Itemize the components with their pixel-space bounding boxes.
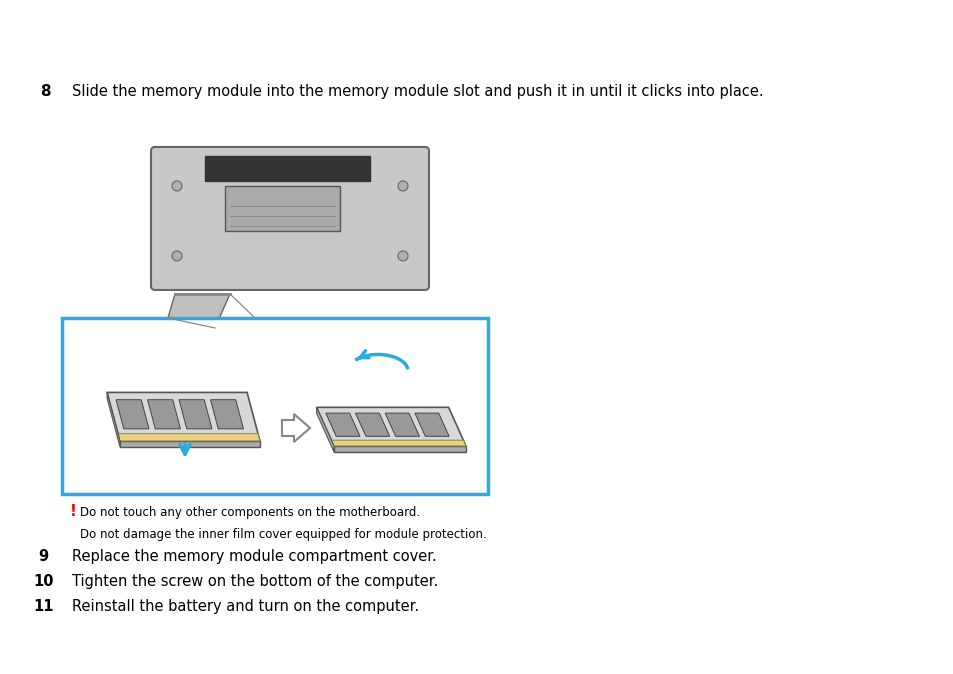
Text: Do not damage the inner film cover equipped for module protection.: Do not damage the inner film cover equip… <box>80 528 486 541</box>
Bar <box>62 318 488 494</box>
Circle shape <box>397 181 408 191</box>
Polygon shape <box>334 446 465 452</box>
Text: VAIO: VAIO <box>19 16 87 40</box>
Circle shape <box>397 251 408 261</box>
Text: 9: 9 <box>38 549 48 564</box>
Polygon shape <box>148 400 180 429</box>
FancyArrow shape <box>282 414 310 442</box>
Circle shape <box>172 251 182 261</box>
Text: 10: 10 <box>33 574 53 589</box>
Polygon shape <box>331 440 465 446</box>
Text: Do not touch any other components on the motherboard.: Do not touch any other components on the… <box>80 506 419 519</box>
Polygon shape <box>120 441 260 447</box>
Bar <box>225 186 339 231</box>
Text: 11: 11 <box>33 599 53 614</box>
Polygon shape <box>415 413 449 436</box>
Text: ◄: ◄ <box>897 11 904 21</box>
Text: !: ! <box>70 504 77 519</box>
Polygon shape <box>355 413 390 436</box>
Circle shape <box>172 181 182 191</box>
Text: Reinstall the battery and turn on the computer.: Reinstall the battery and turn on the co… <box>71 599 418 614</box>
Polygon shape <box>326 413 359 436</box>
Text: Upgrading Your VAIO Computer: Upgrading Your VAIO Computer <box>739 38 923 49</box>
Text: 8: 8 <box>40 84 51 99</box>
Polygon shape <box>316 407 465 446</box>
Polygon shape <box>118 433 260 441</box>
Polygon shape <box>107 392 260 441</box>
Polygon shape <box>165 294 230 328</box>
Text: Tighten the screw on the bottom of the computer.: Tighten the screw on the bottom of the c… <box>71 574 437 589</box>
Polygon shape <box>211 400 243 429</box>
Text: Slide the memory module into the memory module slot and push it in until it clic: Slide the memory module into the memory … <box>71 84 762 99</box>
Bar <box>205 156 370 181</box>
Text: Replace the memory module compartment cover.: Replace the memory module compartment co… <box>71 549 436 564</box>
Polygon shape <box>179 400 212 429</box>
Polygon shape <box>316 407 334 452</box>
Polygon shape <box>107 392 120 447</box>
FancyBboxPatch shape <box>151 147 429 290</box>
Text: 113: 113 <box>908 9 937 23</box>
Text: ►: ► <box>942 11 949 21</box>
Polygon shape <box>385 413 419 436</box>
Polygon shape <box>116 400 149 429</box>
